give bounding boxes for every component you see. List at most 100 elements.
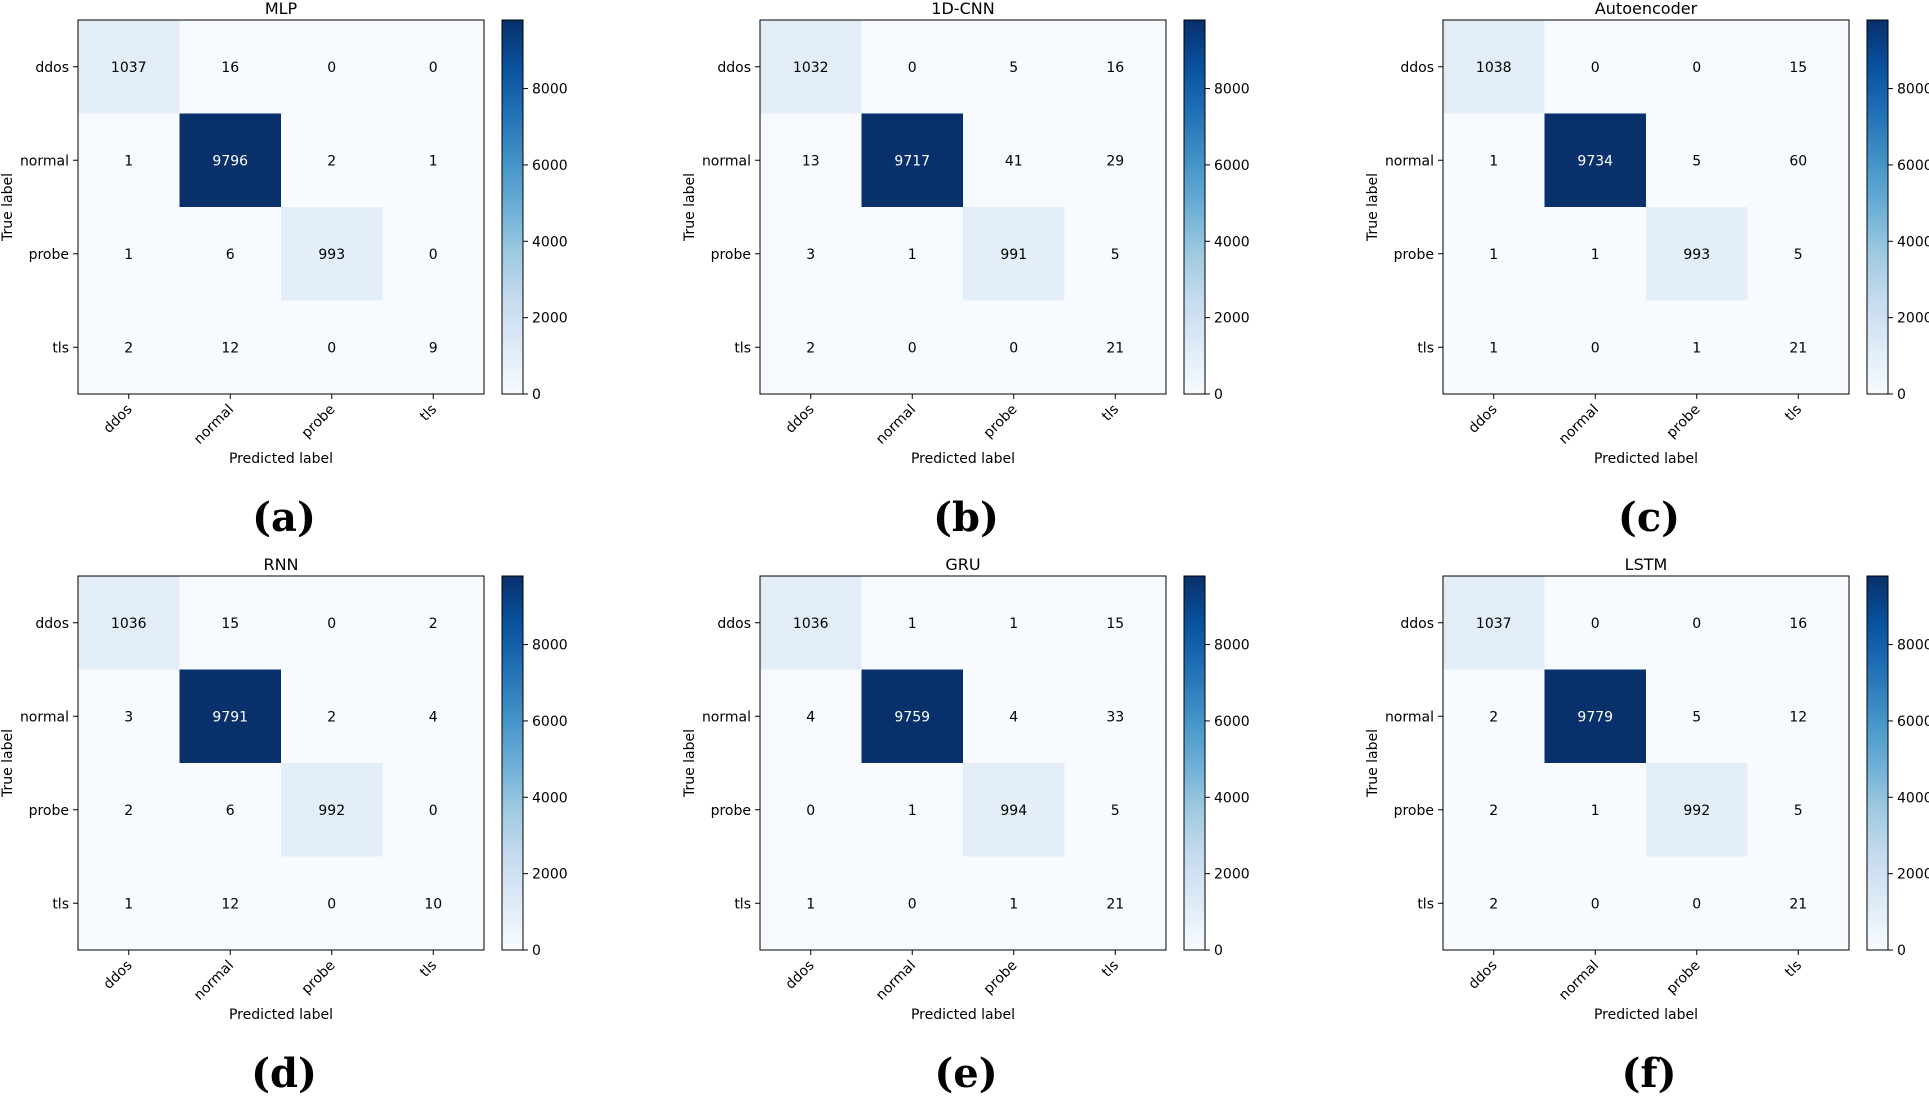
heatmap-cell (861, 113, 964, 208)
cell-value-label: 1 (124, 153, 133, 169)
heatmap-cell (1646, 300, 1748, 395)
cell-value-label: 9 (429, 340, 438, 356)
panel-label: (c) (1618, 494, 1680, 541)
panel-label: (e) (934, 1050, 997, 1097)
y-axis-label: True label (1365, 173, 1381, 242)
heatmap-cell (1747, 669, 1850, 764)
heatmap-cell (281, 20, 383, 114)
cell-value-label: 0 (327, 896, 336, 912)
heatmap-cell (861, 763, 964, 857)
cell-value-label: 0 (327, 60, 336, 76)
y-tick-label: tls (734, 340, 751, 356)
cell-value-label: 1 (429, 153, 438, 169)
x-tick-label: probe (299, 958, 339, 998)
heatmap-cell (281, 856, 383, 951)
cell-value-label: 1 (908, 803, 917, 819)
cell-value-label: 2 (1489, 896, 1498, 912)
heatmap-cell (760, 207, 862, 301)
cell-value-label: 1 (1009, 616, 1018, 632)
colorbar-tick-label: 6000 (532, 714, 568, 730)
y-tick-label: normal (20, 153, 69, 169)
cell-value-label: 1038 (1476, 60, 1512, 76)
heatmap-cell (281, 576, 383, 670)
heatmap-cell (760, 20, 862, 114)
cell-value-label: 1037 (1476, 616, 1512, 632)
cell-value-label: 21 (1789, 340, 1807, 356)
heatmap-cell (760, 763, 862, 857)
colorbar-tick-label: 4000 (1214, 234, 1250, 250)
heatmap-cell (1443, 207, 1545, 301)
cell-value-label: 5 (1111, 247, 1120, 263)
heatmap-cell (179, 576, 282, 670)
cell-value-label: 1 (1692, 340, 1701, 356)
y-axis-label: True label (682, 173, 698, 242)
heatmap-cell (1544, 669, 1647, 764)
cell-value-label: 9734 (1577, 153, 1613, 169)
colorbar (501, 575, 524, 951)
cell-value-label: 6 (226, 247, 235, 263)
plot-frame (77, 575, 485, 951)
colorbar-tick-label: 6000 (1897, 714, 1929, 730)
heatmap-cell (1443, 113, 1545, 208)
x-tick-label: tls (1782, 402, 1805, 425)
cell-value-label: 6 (226, 803, 235, 819)
heatmap-cell (1064, 20, 1167, 114)
cell-value-label: 5 (1692, 709, 1701, 725)
y-tick-label: probe (1394, 247, 1434, 263)
cell-value-label: 12 (221, 896, 239, 912)
cell-value-label: 9796 (212, 153, 248, 169)
heatmap-cell (1646, 576, 1748, 670)
colorbar-tick-label: 8000 (1897, 638, 1929, 654)
plot-frame (1442, 19, 1850, 395)
heatmap-cell (963, 300, 1065, 395)
cell-value-label: 1 (1591, 803, 1600, 819)
heatmap-cell (1064, 300, 1167, 395)
x-tick-label: tls (417, 958, 440, 981)
cell-value-label: 2 (1489, 709, 1498, 725)
cell-value-label: 2 (327, 153, 336, 169)
heatmap-cell (179, 856, 282, 951)
cell-value-label: 1 (1489, 153, 1498, 169)
heatmap-cell (1544, 856, 1647, 951)
cell-value-label: 12 (221, 340, 239, 356)
y-axis-label: True label (1365, 729, 1381, 798)
y-axis-label: True label (682, 729, 698, 798)
x-axis-label: Predicted label (1594, 451, 1698, 467)
colorbar-tick-label: 8000 (532, 638, 568, 654)
heatmap-cell (1747, 576, 1850, 670)
x-axis-label: Predicted label (911, 1007, 1015, 1023)
heatmap-cell (963, 856, 1065, 951)
heatmap-cell (760, 300, 862, 395)
colorbar-tick-label: 8000 (1214, 82, 1250, 98)
heatmap-cell (179, 763, 282, 857)
cell-value-label: 993 (318, 247, 345, 263)
colorbar-tick-label: 8000 (1897, 82, 1929, 98)
heatmap-cell (1443, 669, 1545, 764)
confusion-matrix-panel-gru: GRU 1036 1 1 15 4 9759 4 33 0 1 994 5 1 0 1 21 ddos normal… (682, 555, 1250, 1097)
y-tick-label: probe (711, 247, 751, 263)
cell-value-label: 1 (1009, 896, 1018, 912)
chart-title: Autoencoder (1595, 0, 1698, 18)
cell-value-label: 10 (424, 896, 442, 912)
x-tick-label: tls (417, 402, 440, 425)
colorbar (1866, 575, 1889, 951)
cell-value-label: 4 (806, 709, 815, 725)
heatmap-cell (1747, 300, 1850, 395)
heatmap-cell (861, 300, 964, 395)
heatmap-cell (179, 113, 282, 208)
cell-value-label: 9779 (1577, 709, 1613, 725)
cell-value-label: 3 (806, 247, 815, 263)
heatmap-cell (1064, 207, 1167, 301)
cell-value-label: 16 (1789, 616, 1807, 632)
heatmap-cell (382, 113, 485, 208)
confusion-matrix-panel-1d-cnn: 1D-CNN 1032 0 5 16 13 9717 41 29 3 1 991 5 2 0 0 21 ddos n… (682, 0, 1250, 541)
x-tick-label: normal (191, 958, 237, 1004)
colorbar-tick-label: 2000 (1897, 311, 1929, 327)
cell-value-label: 1036 (111, 616, 147, 632)
heatmap-cell (1646, 20, 1748, 114)
cell-value-label: 9759 (894, 709, 930, 725)
heatmap-cell (179, 207, 282, 301)
heatmap-cell (1747, 113, 1850, 208)
colorbar-tick-label: 0 (1214, 943, 1223, 959)
heatmap-cell (861, 669, 964, 764)
